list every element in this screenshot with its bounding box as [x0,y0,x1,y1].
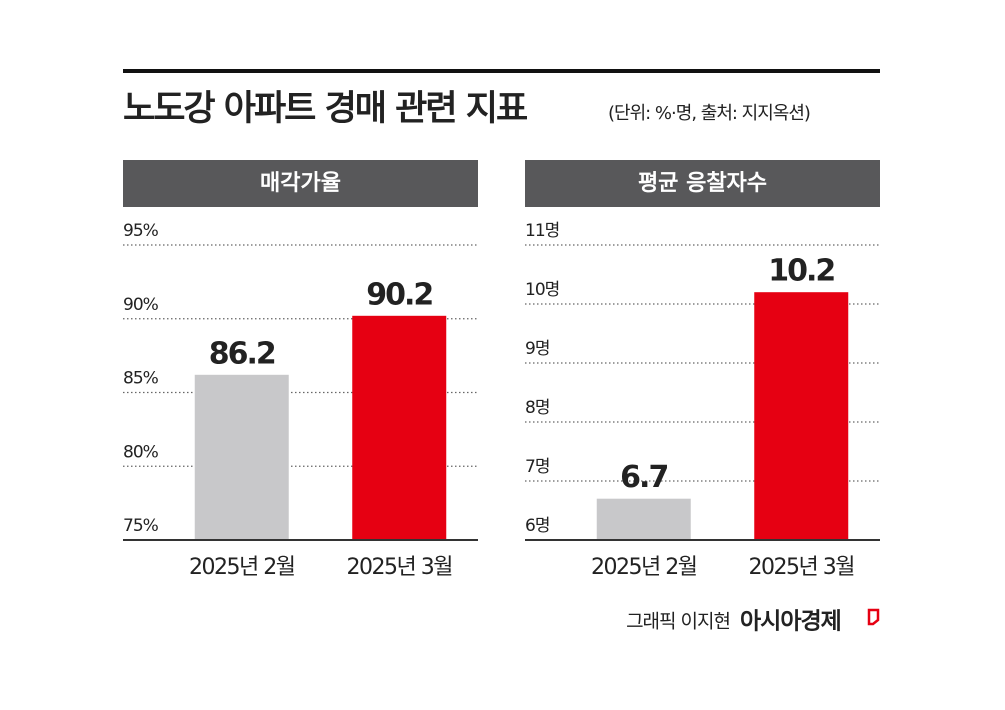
y-tick-label: 11명 [525,221,559,241]
subtitle: (단위: %·명, 출처: 지지옥션) [608,103,810,124]
bar [194,374,289,540]
bar [754,292,849,540]
credit: 그래픽 이지현 [626,611,730,633]
panel-title: 매각가율 [260,171,341,196]
panel-header [123,160,478,207]
brand: 아시아경제 [740,609,841,635]
y-tick-label: 80% [123,442,159,462]
bar [352,315,447,540]
value-label: 6.7 [620,460,667,495]
x-tick-label: 2025년 3월 [347,555,453,580]
panel-title: 평균 응찰자수 [638,171,767,196]
y-tick-label: 85% [123,369,159,389]
y-tick-label: 90% [123,295,159,315]
y-tick-label: 7명 [525,457,549,477]
x-tick-label: 2025년 3월 [749,555,855,580]
y-tick-label: 6명 [525,516,549,536]
y-tick-label: 10명 [525,280,559,300]
x-tick-label: 2025년 2월 [591,555,697,580]
panel-header [525,160,880,207]
x-tick-label: 2025년 2월 [189,555,295,580]
y-tick-label: 8명 [525,398,549,418]
value-label: 86.2 [209,336,275,371]
value-label: 90.2 [366,277,432,312]
top-rule [123,69,880,73]
bar [596,498,691,540]
brand-icon [867,608,880,626]
y-tick-label: 9명 [525,339,549,359]
value-label: 10.2 [768,254,834,289]
y-tick-label: 95% [123,221,159,241]
title: 노도강 아파트 경매 관련 지표 [123,89,528,129]
y-tick-label: 75% [123,516,159,536]
